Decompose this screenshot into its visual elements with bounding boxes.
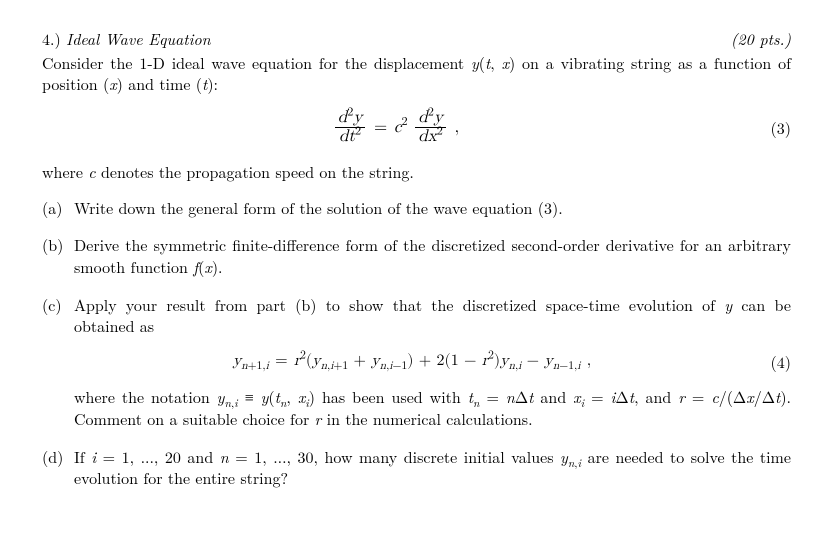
equation-4: yn+1,i = r2(yn,i+1 + yn,i−1) + 2(1 − r2)… bbox=[74, 351, 791, 373]
part-a-marker: (a) bbox=[42, 197, 62, 219]
part-d: (d) If i = 1, ..., 20 and n = 1, ..., 30… bbox=[74, 446, 791, 489]
part-d-marker: (d) bbox=[42, 446, 63, 468]
where-text: where c denotes the propagation speed on… bbox=[42, 161, 791, 183]
part-a-text: Write down the general form of the solut… bbox=[74, 196, 563, 219]
problem-page: 4.) Ideal Wave Equation (20 pts.) Consid… bbox=[0, 0, 833, 533]
part-b-marker: (b) bbox=[42, 234, 63, 256]
part-c-text-after: where the notation yn,i ≡ y(tn, xi) has … bbox=[74, 385, 791, 430]
problem-header: 4.) Ideal Wave Equation (20 pts.) bbox=[42, 28, 791, 50]
equation-3-tag: (3) bbox=[751, 117, 791, 139]
part-c-marker: (c) bbox=[42, 294, 62, 316]
parts-list: (a) Write down the general form of the s… bbox=[42, 197, 791, 489]
equation-4-body: yn+1,i = r2(yn,i+1 + yn,i−1) + 2(1 − r2)… bbox=[74, 351, 751, 373]
equation-3-body: d2ydt2 = c2 d2ydx2 , bbox=[42, 109, 751, 147]
intro-text: Consider the 1-D ideal wave equation for… bbox=[42, 52, 791, 95]
part-c-text-before: Apply your result from part (b) to show … bbox=[74, 293, 791, 338]
part-c: (c) Apply your result from part (b) to s… bbox=[74, 294, 791, 430]
problem-title: Ideal Wave Equation bbox=[66, 27, 211, 50]
problem-points: (20 pts.) bbox=[731, 28, 791, 50]
problem-number: 4.) bbox=[42, 27, 61, 50]
equation-3: d2ydt2 = c2 d2ydx2 , (3) bbox=[42, 109, 791, 147]
part-d-text: If i = 1, ..., 20 and n = 1, ..., 30, ho… bbox=[74, 445, 791, 490]
header-left: 4.) Ideal Wave Equation bbox=[42, 28, 211, 50]
part-b-text: Derive the symmetric finite-difference f… bbox=[74, 233, 791, 278]
part-b: (b) Derive the symmetric finite-differen… bbox=[74, 234, 791, 277]
part-a: (a) Write down the general form of the s… bbox=[74, 197, 791, 219]
equation-4-tag: (4) bbox=[751, 351, 791, 373]
